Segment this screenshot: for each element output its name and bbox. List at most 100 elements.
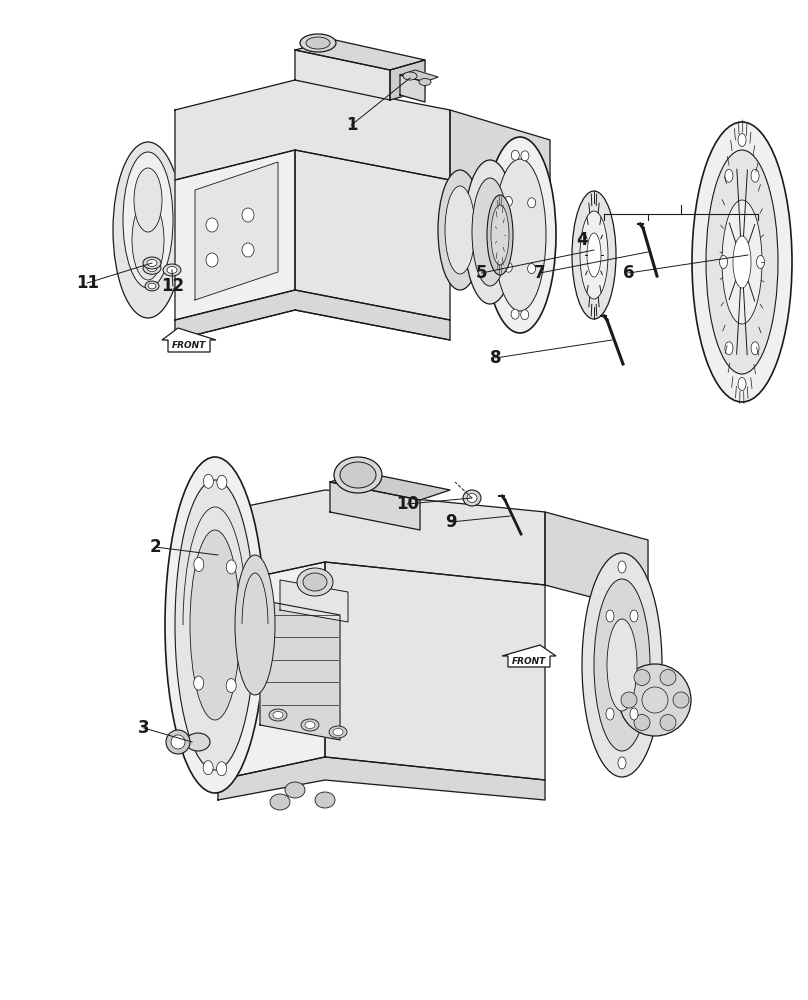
Text: 8: 8 (490, 349, 501, 367)
Ellipse shape (719, 255, 727, 268)
Ellipse shape (619, 664, 691, 736)
Ellipse shape (587, 233, 601, 277)
Ellipse shape (491, 205, 509, 265)
Ellipse shape (582, 553, 662, 777)
Ellipse shape (692, 122, 792, 402)
Polygon shape (175, 290, 450, 340)
Ellipse shape (630, 708, 638, 720)
Polygon shape (502, 645, 556, 667)
Ellipse shape (285, 782, 305, 798)
Polygon shape (218, 757, 545, 800)
Ellipse shape (504, 196, 512, 206)
Text: 7: 7 (534, 264, 545, 282)
Ellipse shape (334, 457, 382, 493)
Ellipse shape (217, 475, 227, 489)
Polygon shape (400, 70, 438, 82)
Ellipse shape (143, 257, 161, 269)
Ellipse shape (673, 692, 689, 708)
Ellipse shape (269, 709, 287, 721)
Ellipse shape (660, 715, 676, 731)
Ellipse shape (132, 200, 164, 280)
Text: 6: 6 (623, 264, 634, 282)
Ellipse shape (329, 726, 347, 738)
Text: FRONT: FRONT (172, 342, 206, 351)
Ellipse shape (580, 211, 608, 299)
Ellipse shape (618, 757, 626, 769)
Ellipse shape (145, 281, 159, 291)
Ellipse shape (594, 579, 650, 751)
Ellipse shape (113, 142, 183, 318)
Ellipse shape (148, 283, 156, 289)
Ellipse shape (572, 191, 616, 319)
Ellipse shape (190, 530, 240, 720)
Ellipse shape (204, 474, 213, 488)
Ellipse shape (171, 735, 185, 749)
Ellipse shape (621, 692, 637, 708)
Polygon shape (400, 75, 425, 102)
Text: 2: 2 (149, 538, 161, 556)
Ellipse shape (419, 79, 431, 86)
Polygon shape (330, 472, 450, 500)
Ellipse shape (175, 480, 255, 770)
Ellipse shape (472, 178, 508, 286)
Ellipse shape (226, 560, 236, 574)
Polygon shape (260, 600, 340, 740)
Ellipse shape (165, 457, 265, 793)
Ellipse shape (528, 264, 536, 274)
Ellipse shape (634, 715, 650, 731)
Ellipse shape (340, 462, 376, 488)
Ellipse shape (751, 342, 759, 355)
Ellipse shape (706, 150, 778, 374)
Text: 4: 4 (576, 231, 587, 249)
Ellipse shape (242, 243, 254, 257)
Ellipse shape (333, 728, 343, 736)
Ellipse shape (194, 557, 204, 571)
Ellipse shape (123, 152, 173, 288)
Ellipse shape (273, 712, 283, 718)
Text: 10: 10 (396, 495, 419, 513)
Ellipse shape (206, 253, 218, 267)
Ellipse shape (521, 151, 529, 161)
Ellipse shape (270, 794, 290, 810)
Ellipse shape (618, 561, 626, 573)
Polygon shape (175, 150, 295, 320)
Ellipse shape (606, 610, 614, 622)
Ellipse shape (301, 719, 319, 731)
Polygon shape (218, 562, 325, 780)
Ellipse shape (528, 198, 536, 208)
Polygon shape (175, 80, 450, 180)
Ellipse shape (194, 676, 204, 690)
Text: 11: 11 (76, 274, 99, 292)
Ellipse shape (511, 309, 519, 319)
Ellipse shape (738, 377, 746, 390)
Ellipse shape (143, 262, 161, 274)
Ellipse shape (297, 568, 333, 596)
Text: 12: 12 (162, 277, 184, 295)
Ellipse shape (606, 708, 614, 720)
Ellipse shape (147, 259, 157, 266)
Ellipse shape (134, 168, 162, 232)
Ellipse shape (464, 160, 516, 304)
Ellipse shape (235, 555, 275, 695)
Ellipse shape (511, 150, 520, 160)
Polygon shape (280, 580, 348, 622)
Ellipse shape (520, 310, 528, 320)
Ellipse shape (242, 208, 254, 222)
Ellipse shape (305, 722, 315, 728)
Ellipse shape (756, 255, 764, 268)
Ellipse shape (733, 236, 751, 288)
Polygon shape (390, 60, 425, 100)
Ellipse shape (206, 218, 218, 232)
Ellipse shape (186, 733, 210, 751)
Ellipse shape (463, 490, 481, 506)
Ellipse shape (303, 573, 327, 591)
Ellipse shape (660, 669, 676, 685)
Ellipse shape (163, 264, 181, 276)
Polygon shape (195, 162, 278, 300)
Polygon shape (325, 562, 545, 780)
Ellipse shape (467, 493, 477, 502)
Ellipse shape (217, 762, 226, 776)
Ellipse shape (203, 761, 213, 775)
Ellipse shape (166, 730, 190, 754)
Ellipse shape (306, 37, 330, 49)
